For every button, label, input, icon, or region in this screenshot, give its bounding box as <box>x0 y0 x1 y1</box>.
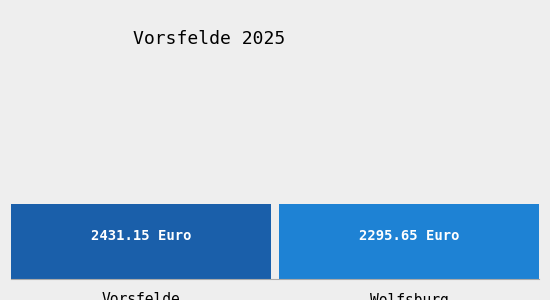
FancyBboxPatch shape <box>279 204 539 279</box>
FancyBboxPatch shape <box>11 204 271 279</box>
Text: 2431.15 Euro: 2431.15 Euro <box>91 229 191 242</box>
Text: Vorsfelde 2025: Vorsfelde 2025 <box>133 30 285 48</box>
Text: Wolfsburg: Wolfsburg <box>370 292 448 300</box>
Text: Vorsfelde: Vorsfelde <box>102 292 180 300</box>
Text: 2295.65 Euro: 2295.65 Euro <box>359 229 459 242</box>
